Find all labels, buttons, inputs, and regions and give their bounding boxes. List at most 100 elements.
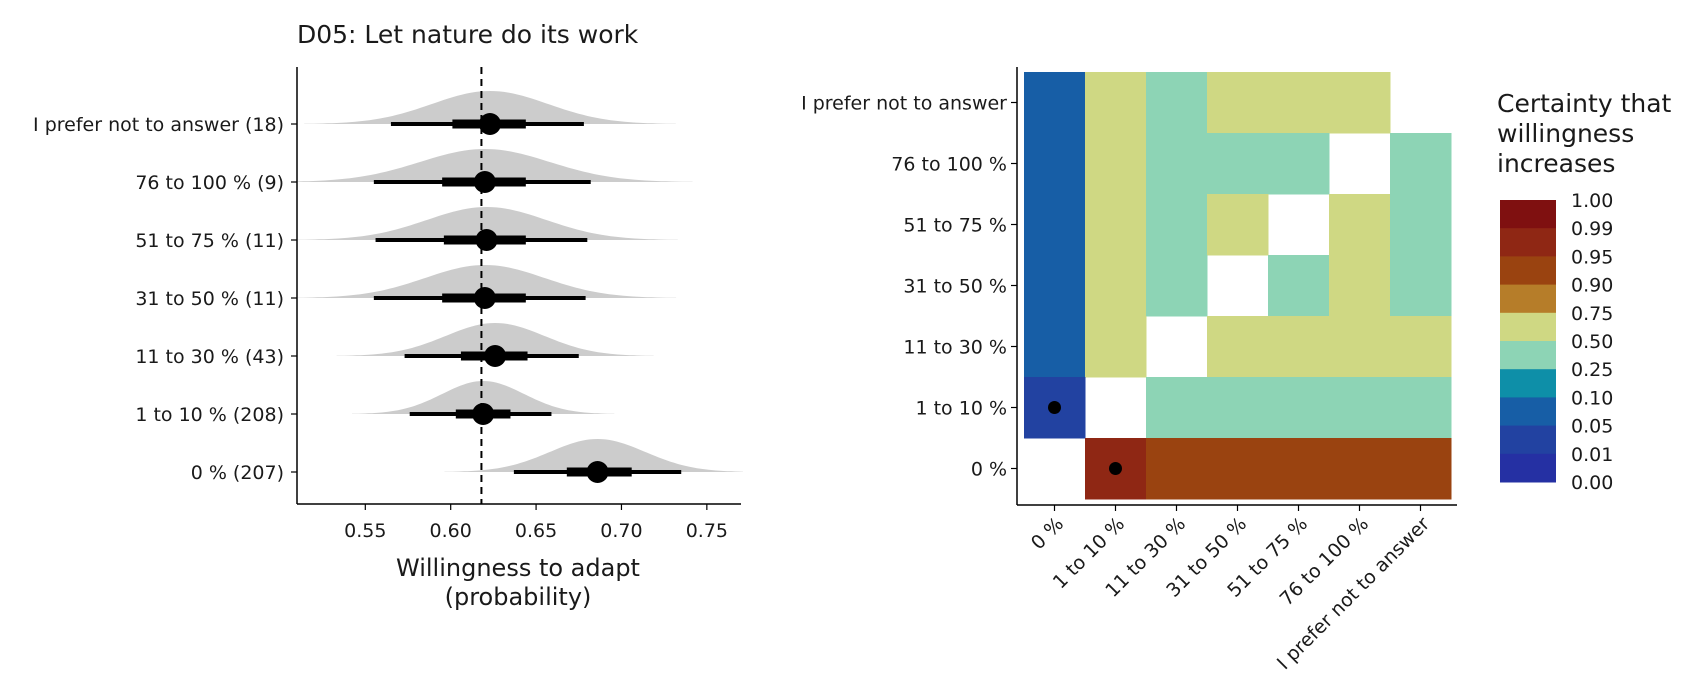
y-tick-label-4: 11 to 30 % (43) <box>135 346 284 368</box>
point-estimate-4 <box>484 345 507 367</box>
heatmap-y-tick-labels: I prefer not to answer 76 to 100 % 51 to 7… <box>801 93 1007 481</box>
legend-label-5: 0.50 <box>1571 331 1613 353</box>
heatmap-cell-5-2 <box>1146 377 1208 439</box>
heatmap-cell-6-2 <box>1146 438 1208 500</box>
heatmap-cell-1-2 <box>1146 133 1208 195</box>
heatmap-cell-1-0 <box>1024 133 1086 195</box>
legend-swatch-5 <box>1500 341 1556 370</box>
halfeye-y-tick-labels: I prefer not to answer (18) 76 to 100 % (… <box>33 114 284 484</box>
heatmap-cell-4-1 <box>1085 316 1147 378</box>
halfeye-x-tick-labels: 0.55 0.60 0.65 0.70 0.75 <box>344 520 728 542</box>
heatmap-cell-2-5 <box>1329 194 1391 256</box>
heatmap-y-tick-label-5: 1 to 10 % <box>915 398 1007 420</box>
density-6 <box>444 439 743 472</box>
heatmap-cell-3-5 <box>1329 255 1391 317</box>
heatmap-cell-2-6 <box>1390 194 1452 256</box>
heatmap-cell-1-3 <box>1207 133 1269 195</box>
point-estimate-2 <box>475 229 498 251</box>
heatmap-cell-5-3 <box>1207 377 1269 439</box>
heatmap-cell-0-0 <box>1024 72 1086 134</box>
plot-title: D05: Let nature do its work <box>297 20 639 49</box>
legend-title-line-2: willingness <box>1497 119 1634 148</box>
heatmap-cell-0-5 <box>1329 72 1391 134</box>
heatmap-dots <box>1048 401 1122 475</box>
heatmap-y-tick-label-6: 0 % <box>971 459 1007 481</box>
density-5 <box>352 381 615 414</box>
legend-label-9: 0.01 <box>1571 444 1613 466</box>
density-2 <box>298 207 678 240</box>
density-3 <box>298 265 677 298</box>
legend-label-1: 0.99 <box>1571 218 1613 240</box>
x-tick-label-4: 0.75 <box>686 520 728 542</box>
legend-label-0: 1.00 <box>1571 190 1613 212</box>
x-axis-title-line-2: (probability) <box>445 583 592 611</box>
density-0 <box>304 91 676 124</box>
heatmap-cell-2-1 <box>1085 194 1147 256</box>
heatmap-y-tick-label-4: 11 to 30 % <box>903 337 1007 359</box>
y-tick-label-0: I prefer not to answer (18) <box>33 114 284 136</box>
heatmap-cell-3-1 <box>1085 255 1147 317</box>
halfeye-axes <box>291 67 741 510</box>
heatmap-cell-3-6 <box>1390 255 1452 317</box>
heatmap-cell-3-0 <box>1024 255 1086 317</box>
point-estimate-6 <box>586 461 609 483</box>
heatmap-dot-1 <box>1109 462 1122 475</box>
legend-swatches <box>1500 200 1556 483</box>
heatmap-cell-0-1 <box>1085 72 1147 134</box>
heatmap-cell-4-3 <box>1207 316 1269 378</box>
x-axis-title-line-1: Willingness to adapt <box>396 554 640 582</box>
legend-swatch-7 <box>1500 397 1556 427</box>
heatmap-cell-0-2 <box>1146 72 1208 134</box>
point-estimate-5 <box>472 403 495 425</box>
legend-title-line-1: Certainty that <box>1497 89 1672 118</box>
point-estimate-1 <box>473 171 496 193</box>
heatmap-cell-4-6 <box>1390 316 1452 378</box>
heatmap-cell-2-3 <box>1207 194 1269 256</box>
x-tick-label-1: 0.60 <box>430 520 472 542</box>
heatmap-cell-1-6 <box>1390 133 1452 195</box>
legend-label-4: 0.75 <box>1571 303 1613 325</box>
y-tick-label-6: 0 % (207) <box>191 462 284 484</box>
x-tick-label-3: 0.70 <box>600 520 642 542</box>
legend-swatch-0 <box>1500 200 1556 229</box>
heatmap-cell-5-4 <box>1268 377 1330 439</box>
legend-swatch-3 <box>1500 284 1556 314</box>
heatmap-y-tick-label-0: I prefer not to answer <box>801 93 1007 115</box>
halfeye-panel: D05: Let nature do its work I prefer not… <box>33 20 743 611</box>
heatmap-cell-5-6 <box>1390 377 1452 439</box>
x-tick-label-0: 0.55 <box>344 520 386 542</box>
point-estimate-3 <box>473 287 496 309</box>
x-tick-label-2: 0.65 <box>515 520 557 542</box>
heatmap-cell-6-4 <box>1268 438 1330 500</box>
heatmap-cell-3-2 <box>1146 255 1208 317</box>
legend-swatch-4 <box>1500 312 1556 342</box>
heatmap-cell-1-4 <box>1268 133 1330 195</box>
heatmap-cell-4-5 <box>1329 316 1391 378</box>
heatmap-panel: I prefer not to answer 76 to 100 % 51 to 7… <box>801 67 1457 674</box>
halfeye-series <box>298 91 743 483</box>
heatmap-cell-0-3 <box>1207 72 1269 134</box>
heatmap-y-tick-label-3: 31 to 50 % <box>903 276 1007 298</box>
heatmap-cell-3-4 <box>1268 255 1330 317</box>
legend-swatch-9 <box>1500 453 1556 483</box>
y-tick-label-5: 1 to 10 % (208) <box>135 404 284 426</box>
density-1 <box>298 149 693 182</box>
legend-labels: 1.00 0.99 0.95 0.90 0.75 0.50 0.25 0.10 0.05 0.01… <box>1571 190 1613 494</box>
heatmap-dot-0 <box>1048 401 1061 414</box>
heatmap-cell-6-5 <box>1329 438 1391 500</box>
legend-swatch-6 <box>1500 369 1556 398</box>
heatmap-axes <box>1011 67 1457 511</box>
heatmap-cell-5-5 <box>1329 377 1391 439</box>
legend-label-2: 0.95 <box>1571 246 1613 268</box>
y-tick-label-2: 51 to 75 % (11) <box>135 230 284 252</box>
legend-label-6: 0.25 <box>1571 359 1613 381</box>
legend-label-10: 0.00 <box>1571 472 1613 494</box>
heatmap-cell-4-4 <box>1268 316 1330 378</box>
heatmap-x-tick-label-0: 0 % <box>1027 513 1068 554</box>
heatmap-cell-4-0 <box>1024 316 1086 378</box>
legend-title-line-3: increases <box>1497 149 1615 178</box>
legend-label-8: 0.05 <box>1571 416 1613 438</box>
heatmap-y-tick-label-1: 76 to 100 % <box>891 154 1007 176</box>
